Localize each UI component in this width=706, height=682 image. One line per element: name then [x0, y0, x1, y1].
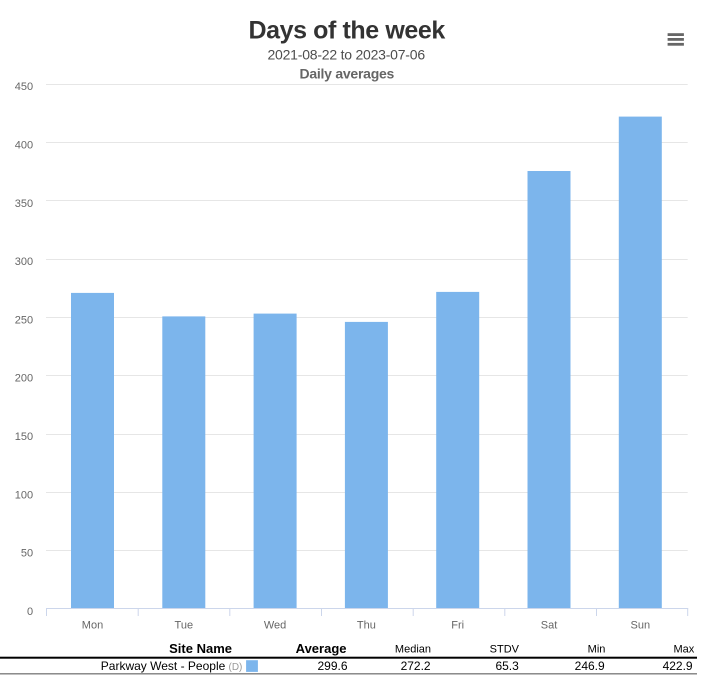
svg-text:272.2: 272.2 [401, 659, 431, 673]
svg-text:Mon: Mon [82, 619, 103, 631]
svg-text:350: 350 [15, 198, 33, 210]
svg-text:150: 150 [15, 431, 33, 443]
svg-text:246.9: 246.9 [575, 659, 605, 673]
svg-text:Fri: Fri [451, 619, 464, 631]
svg-text:400: 400 [15, 140, 33, 152]
svg-text:Min: Min [588, 643, 606, 655]
svg-text:65.3: 65.3 [495, 659, 519, 673]
svg-text:Median: Median [395, 643, 431, 655]
svg-text:Wed: Wed [264, 619, 286, 631]
svg-text:Sun: Sun [631, 619, 651, 631]
svg-text:Daily averages: Daily averages [300, 65, 395, 81]
svg-text:Average: Average [296, 641, 347, 656]
svg-text:300: 300 [15, 256, 33, 268]
svg-text:100: 100 [15, 489, 33, 501]
svg-text:Sat: Sat [541, 619, 558, 631]
svg-text:0: 0 [27, 606, 33, 618]
svg-text:Tue: Tue [175, 619, 194, 631]
svg-text:Thu: Thu [357, 619, 376, 631]
svg-text:250: 250 [15, 314, 33, 326]
svg-text:50: 50 [21, 548, 33, 560]
svg-text:Parkway West - People: Parkway West - People [101, 659, 226, 673]
svg-text:200: 200 [15, 373, 33, 385]
svg-text:2021-08-22 to 2023-07-06: 2021-08-22 to 2023-07-06 [267, 47, 425, 63]
svg-text:Max: Max [674, 643, 695, 655]
svg-text:(D): (D) [229, 662, 243, 673]
svg-text:299.6: 299.6 [317, 659, 347, 673]
svg-text:Days of the week: Days of the week [248, 16, 445, 44]
svg-text:STDV: STDV [490, 643, 520, 655]
svg-text:Site Name: Site Name [169, 641, 232, 656]
svg-text:422.9: 422.9 [663, 659, 693, 673]
svg-text:450: 450 [15, 81, 33, 93]
